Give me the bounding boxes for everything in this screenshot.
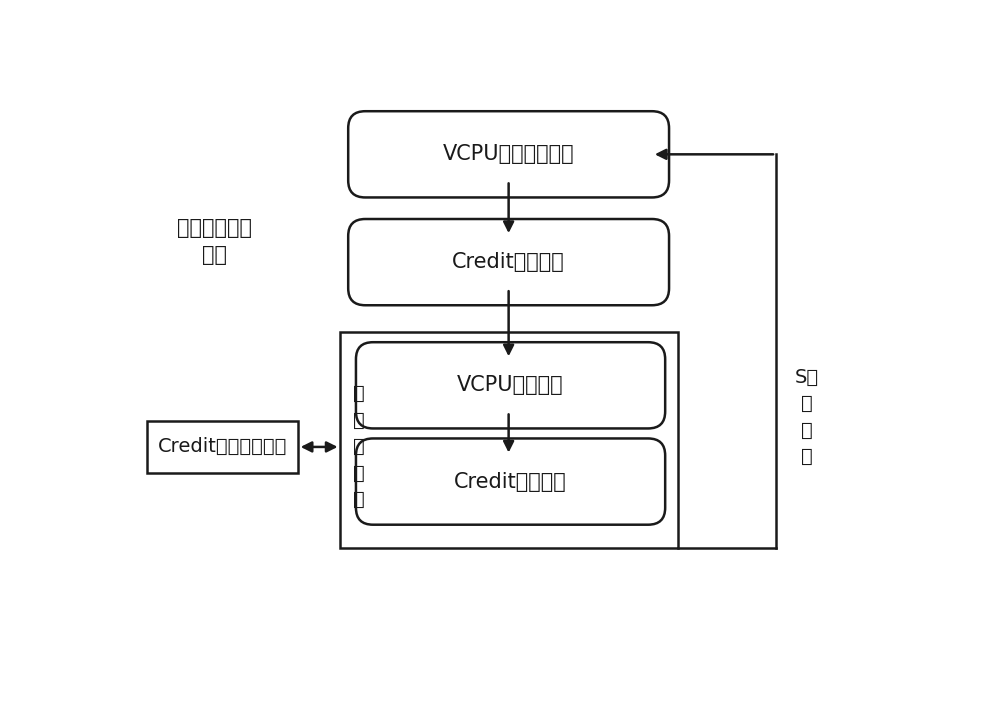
FancyBboxPatch shape [348,112,669,197]
Bar [147,420,298,473]
Text: 一
个
时
间
片: 一 个 时 间 片 [353,385,365,509]
Text: Credit消耗模块: Credit消耗模块 [454,472,567,492]
FancyBboxPatch shape [356,342,665,428]
FancyBboxPatch shape [356,438,665,525]
Text: 系统: 系统 [202,245,227,265]
FancyBboxPatch shape [348,219,669,305]
Text: 同步优化调度: 同步优化调度 [177,218,252,238]
Bar [340,332,678,548]
Text: VCPU初始映射模块: VCPU初始映射模块 [443,144,574,164]
Text: Credit历史统计模块: Credit历史统计模块 [158,438,287,456]
Text: VCPU调度模块: VCPU调度模块 [457,375,564,395]
Text: S个
时
间
片: S个 时 间 片 [795,368,819,466]
Text: Credit分发模块: Credit分发模块 [452,252,565,272]
